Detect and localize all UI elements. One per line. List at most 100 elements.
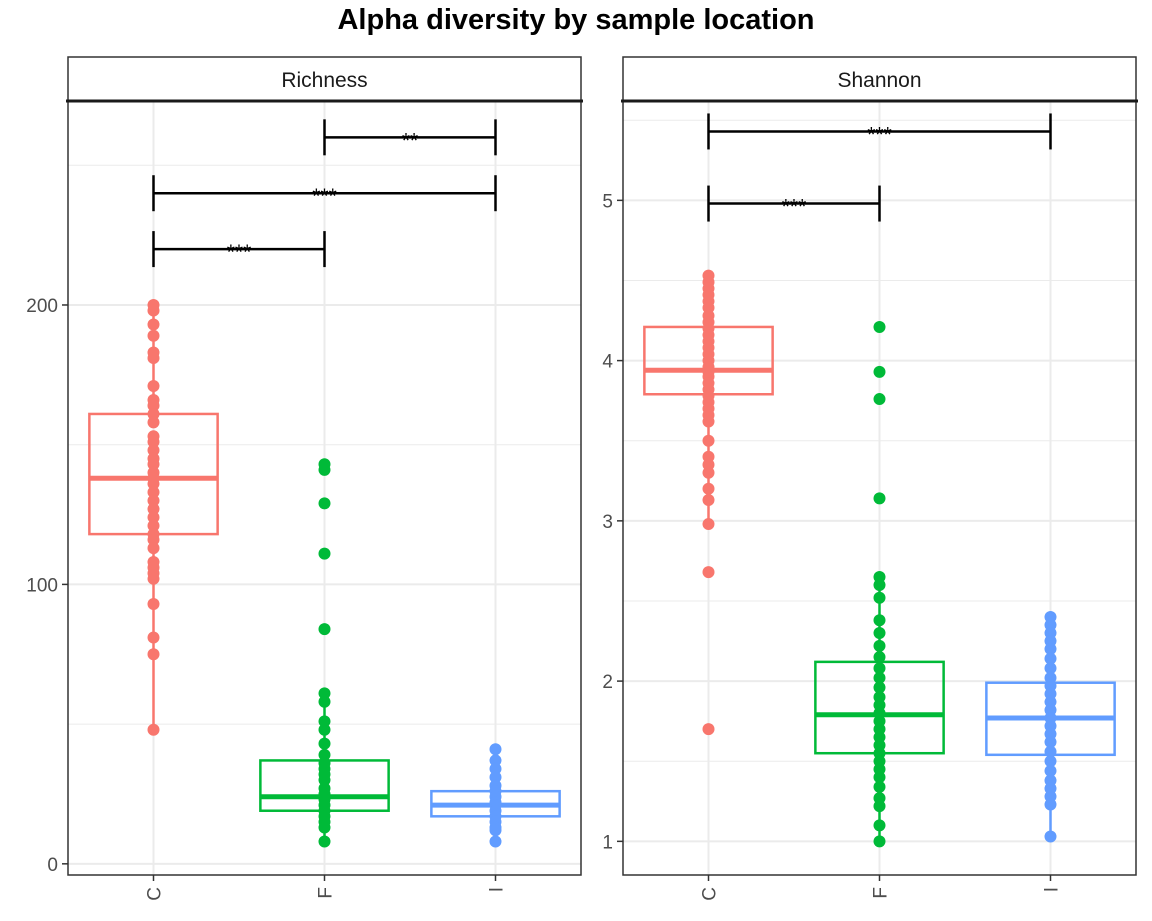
point-F — [318, 715, 331, 728]
y-tick-label: 0 — [47, 855, 58, 876]
point-F — [318, 463, 331, 476]
point-C — [147, 444, 160, 457]
point-I — [489, 824, 502, 837]
point-C — [147, 399, 160, 412]
point-I — [1044, 643, 1057, 656]
point-C — [147, 486, 160, 499]
point-I — [489, 754, 502, 767]
point-C — [147, 407, 160, 420]
x-tick-label: C — [700, 887, 721, 901]
significance-bracket: ** — [323, 119, 497, 156]
point-C — [147, 435, 160, 448]
significance-label: *** — [867, 123, 892, 146]
point-C — [147, 542, 160, 555]
point-F — [873, 639, 886, 652]
point-F — [873, 780, 886, 793]
point-F — [318, 695, 331, 708]
point-C — [147, 329, 160, 342]
point-C — [147, 494, 160, 507]
point-F — [318, 821, 331, 834]
point-I — [1044, 652, 1057, 665]
point-C — [702, 494, 715, 507]
significance-bracket: *** — [152, 175, 497, 212]
point-F — [873, 819, 886, 832]
point-F — [873, 835, 886, 848]
point-C — [702, 566, 715, 579]
significance-label: *** — [782, 196, 807, 219]
facet-label-richness: Richness — [281, 69, 367, 92]
facet-strip — [622, 56, 1137, 102]
point-F — [873, 771, 886, 784]
point-C — [147, 533, 160, 546]
point-F — [873, 627, 886, 640]
point-I — [1044, 755, 1057, 768]
point-F — [873, 365, 886, 378]
point-F — [873, 492, 886, 505]
point-F — [873, 591, 886, 604]
point-C — [147, 502, 160, 515]
point-C — [147, 477, 160, 490]
y-tick-label: 100 — [26, 575, 58, 596]
point-F — [318, 497, 331, 510]
point-C — [702, 723, 715, 736]
significance-label: *** — [227, 241, 252, 264]
point-F — [318, 687, 331, 700]
point-I — [489, 743, 502, 756]
x-tick-label: F — [871, 887, 892, 899]
point-C — [702, 482, 715, 495]
point-F — [318, 773, 331, 786]
point-C — [147, 352, 160, 365]
point-F — [318, 737, 331, 750]
point-I — [489, 835, 502, 848]
point-I — [1044, 745, 1057, 758]
point-C — [702, 415, 715, 428]
point-C — [147, 723, 160, 736]
point-C — [147, 519, 160, 532]
point-F — [873, 393, 886, 406]
point-C — [147, 380, 160, 393]
point-I — [1044, 830, 1057, 843]
point-C — [702, 518, 715, 531]
point-I — [489, 771, 502, 784]
point-C — [147, 648, 160, 661]
point-C — [147, 416, 160, 429]
x-tick-label: F — [316, 887, 337, 899]
panel-shannon: *** *** Shannon 1 2 3 4 5 C F I — [602, 56, 1138, 901]
point-F — [318, 547, 331, 560]
point-C — [147, 631, 160, 644]
point-F — [873, 614, 886, 627]
point-F — [873, 681, 886, 694]
point-C — [702, 434, 715, 447]
point-C — [147, 597, 160, 610]
x-tick-label: I — [1042, 887, 1063, 892]
point-I — [1044, 764, 1057, 777]
point-F — [873, 320, 886, 333]
y-tick-label: 3 — [602, 512, 613, 533]
significance-bracket: *** — [707, 113, 1052, 150]
y-tick-label: 4 — [602, 352, 613, 373]
point-F — [318, 623, 331, 636]
significance-bracket: *** — [152, 231, 326, 268]
chart-title: Alpha diversity by sample location — [337, 4, 815, 36]
point-I — [1044, 735, 1057, 748]
point-I — [489, 762, 502, 775]
facet-label-shannon: Shannon — [837, 69, 921, 92]
point-I — [1044, 798, 1057, 811]
point-F — [318, 835, 331, 848]
y-tick-label: 1 — [602, 832, 613, 853]
point-I — [1044, 662, 1057, 675]
y-tick-label: 2 — [602, 672, 613, 693]
significance-label: ** — [402, 129, 418, 152]
point-C — [702, 466, 715, 479]
point-C — [147, 318, 160, 331]
point-F — [873, 800, 886, 813]
point-F — [318, 748, 331, 761]
point-F — [873, 651, 886, 664]
point-C — [147, 572, 160, 585]
point-F — [873, 662, 886, 675]
point-F — [318, 723, 331, 736]
point-C — [147, 304, 160, 317]
